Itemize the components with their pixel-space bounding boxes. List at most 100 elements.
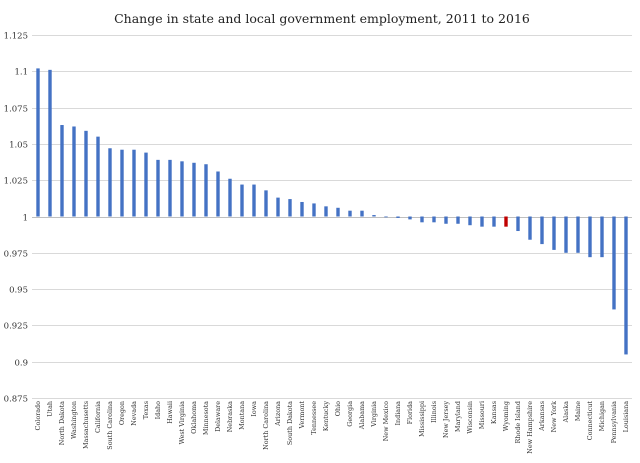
- bar-montana: [240, 184, 244, 217]
- bar-alaska: [564, 216, 568, 253]
- bar-new-hampshire: [528, 216, 532, 240]
- bar-illinois: [432, 216, 436, 223]
- bar-minnesota: [204, 164, 208, 217]
- bar-michigan: [600, 216, 604, 258]
- y-axis-tick-labels: 0.875 0.9 0.925 0.95 0.975 1 1.025 1.05 1.075 1.1…: [4, 32, 28, 405]
- x-tick-label: Kentucky: [322, 401, 330, 432]
- bar-idaho: [156, 159, 160, 217]
- bar-north-dakota: [60, 125, 64, 217]
- bar-tennessee: [312, 203, 316, 217]
- bar-hawaii: [168, 159, 172, 217]
- x-tick-label: New Hampshire: [526, 401, 534, 454]
- x-tick-label: Rhode Island: [514, 401, 522, 444]
- y-tick-label: 0.975: [4, 250, 28, 260]
- x-tick-label: Tennessee: [310, 401, 318, 435]
- bar-north-carolina: [264, 190, 268, 217]
- x-tick-label: Maryland: [454, 401, 462, 432]
- y-tick-label: 1.075: [4, 105, 28, 115]
- y-tick-label: 0.875: [4, 395, 28, 405]
- y-tick-label: 1.1: [14, 68, 28, 78]
- bar-utah: [48, 69, 52, 217]
- y-tick-label: 1.125: [4, 32, 28, 42]
- x-tick-label: Maine: [574, 401, 582, 422]
- x-tick-label: Kansas: [490, 401, 498, 424]
- bar-south-dakota: [288, 199, 292, 217]
- bar-arizona: [276, 197, 280, 217]
- y-tick-label: 0.925: [4, 322, 28, 332]
- x-tick-label: Arizona: [274, 401, 282, 427]
- x-tick-label: Missouri: [478, 401, 486, 429]
- x-tick-label: South Dakota: [286, 401, 294, 445]
- bar-massachusetts: [84, 130, 88, 217]
- x-tick-label: Washington: [70, 401, 78, 439]
- bar-missouri: [480, 216, 484, 227]
- bar-arkansas: [540, 216, 544, 245]
- bar-wyoming: [504, 216, 508, 227]
- y-tick-label: 1.025: [4, 177, 28, 187]
- bar-colorado: [36, 68, 40, 217]
- bar-louisiana: [624, 216, 628, 355]
- x-tick-label: Colorado: [34, 401, 42, 431]
- bar-mississippi: [420, 216, 424, 223]
- x-axis-tick-labels: Colorado Utah North Dakota Washington Massac…: [34, 401, 630, 454]
- x-tick-label: Utah: [46, 401, 54, 417]
- x-tick-label: Arkansas: [538, 401, 546, 432]
- bar-indiana: [396, 216, 400, 218]
- x-tick-label: Ohio: [334, 401, 342, 416]
- x-tick-label: Indiana: [394, 401, 402, 426]
- bar-virginia: [372, 215, 376, 217]
- x-tick-label: South Carolina: [106, 401, 114, 450]
- bar-iowa: [252, 184, 256, 217]
- y-tick-label: 0.9: [14, 359, 28, 369]
- x-tick-label: Nevada: [130, 401, 138, 426]
- bar-new-york: [552, 216, 556, 250]
- x-tick-label: Vermont: [298, 401, 306, 430]
- x-tick-label: Idaho: [154, 401, 162, 420]
- bar-south-carolina: [108, 148, 112, 217]
- bar-kentucky: [324, 206, 328, 217]
- x-tick-label: New York: [550, 401, 558, 432]
- x-tick-label: Iowa: [250, 401, 258, 417]
- bar-nevada: [132, 149, 136, 217]
- x-tick-label: Nebraska: [226, 401, 234, 432]
- bar-west-virginia: [180, 161, 184, 217]
- bar-connecticut: [588, 216, 592, 258]
- y-tick-label: 1.05: [9, 141, 28, 151]
- bar-oklahoma: [192, 162, 196, 217]
- x-tick-label: Connecticut: [586, 401, 594, 441]
- bar-maine: [576, 216, 580, 253]
- bar-new-jersey: [444, 216, 448, 224]
- x-tick-label: Illinois: [430, 401, 438, 423]
- x-tick-label: Louisiana: [622, 401, 630, 433]
- bar-oregon: [120, 149, 124, 217]
- x-tick-label: New Jersey: [442, 401, 450, 438]
- x-tick-label: West Virginia: [178, 401, 186, 445]
- x-tick-label: Wyoming: [502, 401, 510, 431]
- x-tick-label: Texas: [142, 401, 150, 419]
- x-tick-label: Florida: [406, 401, 414, 425]
- bar-georgia: [348, 210, 352, 217]
- x-tick-label: Michigan: [598, 401, 606, 431]
- bar-rhode-island: [516, 216, 520, 232]
- y-tick-label: 0.95: [9, 286, 28, 296]
- bar-pennsylvania: [612, 216, 616, 310]
- bar-delaware: [216, 171, 220, 217]
- x-tick-label: Mississippi: [418, 401, 426, 437]
- x-tick-label: Oregon: [118, 401, 126, 425]
- bar-texas: [144, 152, 148, 217]
- chart-title: Change in state and local government emp…: [114, 11, 530, 26]
- x-tick-label: Wisconsin: [466, 401, 474, 434]
- bar-new-mexico: [384, 216, 388, 218]
- x-tick-label: Massachusetts: [82, 401, 90, 449]
- x-tick-label: Virginia: [370, 401, 378, 428]
- x-tick-label: North Dakota: [58, 401, 66, 445]
- x-tick-label: Alabama: [358, 401, 366, 430]
- bar-vermont: [300, 201, 304, 217]
- x-tick-label: Oklahoma: [190, 401, 198, 434]
- x-tick-label: New Mexico: [382, 401, 390, 441]
- bar-california: [96, 136, 100, 217]
- bar-kansas: [492, 216, 496, 227]
- x-tick-label: Minnesota: [202, 401, 210, 435]
- x-tick-label: Alaska: [562, 401, 570, 424]
